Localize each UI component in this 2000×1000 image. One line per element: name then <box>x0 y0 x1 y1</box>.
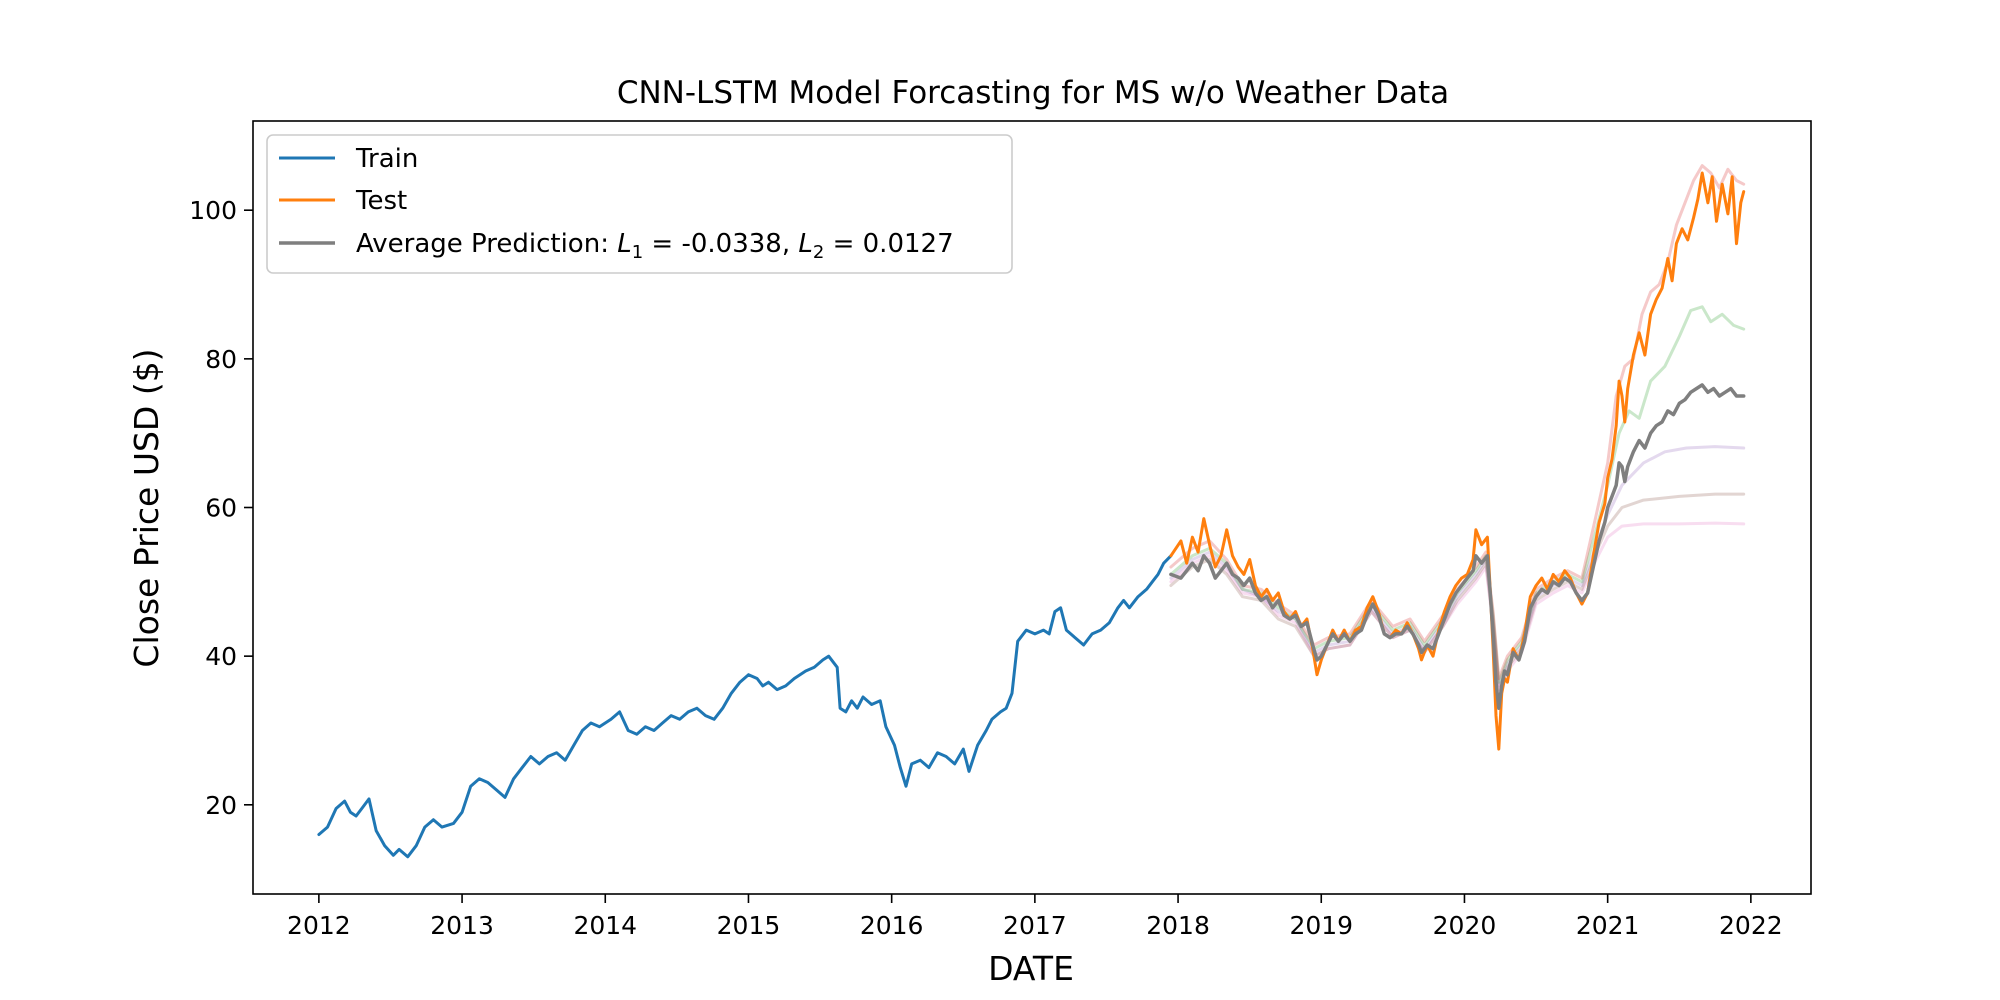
x-tick-label: 2012 <box>287 911 351 940</box>
legend-box <box>266 134 1013 274</box>
y-tick-label: 100 <box>189 196 237 225</box>
x-tick-label: 2021 <box>1576 911 1640 940</box>
series-line-train <box>317 554 1173 859</box>
legend-l2-symbol: L <box>798 229 813 259</box>
legend-label-test: Test <box>355 186 407 216</box>
x-tick-label: 2020 <box>1433 911 1497 940</box>
legend-label-train: Train <box>355 144 418 174</box>
x-tick-label: 2015 <box>717 911 781 940</box>
series-line-prediction-4 <box>1169 305 1746 684</box>
legend-l1-value: = -0.0338, <box>643 229 798 259</box>
series-line-prediction-2 <box>1169 492 1746 692</box>
x-tick-label: 2019 <box>1289 911 1353 940</box>
legend: Train Test Average Prediction: L1 = -0.0… <box>266 134 1013 274</box>
legend-avg-prefix: Average Prediction: <box>356 229 617 259</box>
y-tick-label: 60 <box>205 494 237 523</box>
legend-l2-value: = 0.0127 <box>824 229 953 259</box>
legend-label-average-prediction: Average Prediction: L1 = -0.0338, L2 = 0… <box>356 229 954 263</box>
y-tick-label: 40 <box>205 642 237 671</box>
x-tick-label: 2014 <box>573 911 637 940</box>
series-line-test <box>1169 171 1746 751</box>
x-axis-ticks: 2012 2013 2014 2015 2016 2017 2018 2019 2020 2021… <box>287 894 1783 940</box>
x-tick-label: 2013 <box>430 911 494 940</box>
chart-title: CNN-LSTM Model Forcasting for MS w/o Wea… <box>617 75 1449 111</box>
x-tick-label: 2017 <box>1003 911 1067 940</box>
x-tick-label: 2022 <box>1719 911 1783 940</box>
y-axis-label: Close Price USD ($) <box>127 348 166 667</box>
series-layer <box>317 164 1746 859</box>
legend-l1-subscript: 1 <box>632 242 643 263</box>
y-axis-ticks: 20 40 60 80 100 <box>189 196 253 820</box>
y-tick-label: 20 <box>205 791 237 820</box>
series-line-average-prediction <box>1169 383 1746 710</box>
legend-l1-symbol: L <box>617 229 632 259</box>
y-tick-label: 80 <box>205 345 237 374</box>
x-tick-label: 2016 <box>860 911 924 940</box>
legend-l2-subscript: 2 <box>813 242 824 263</box>
x-axis-label: DATE <box>988 949 1074 988</box>
x-tick-label: 2018 <box>1146 911 1210 940</box>
